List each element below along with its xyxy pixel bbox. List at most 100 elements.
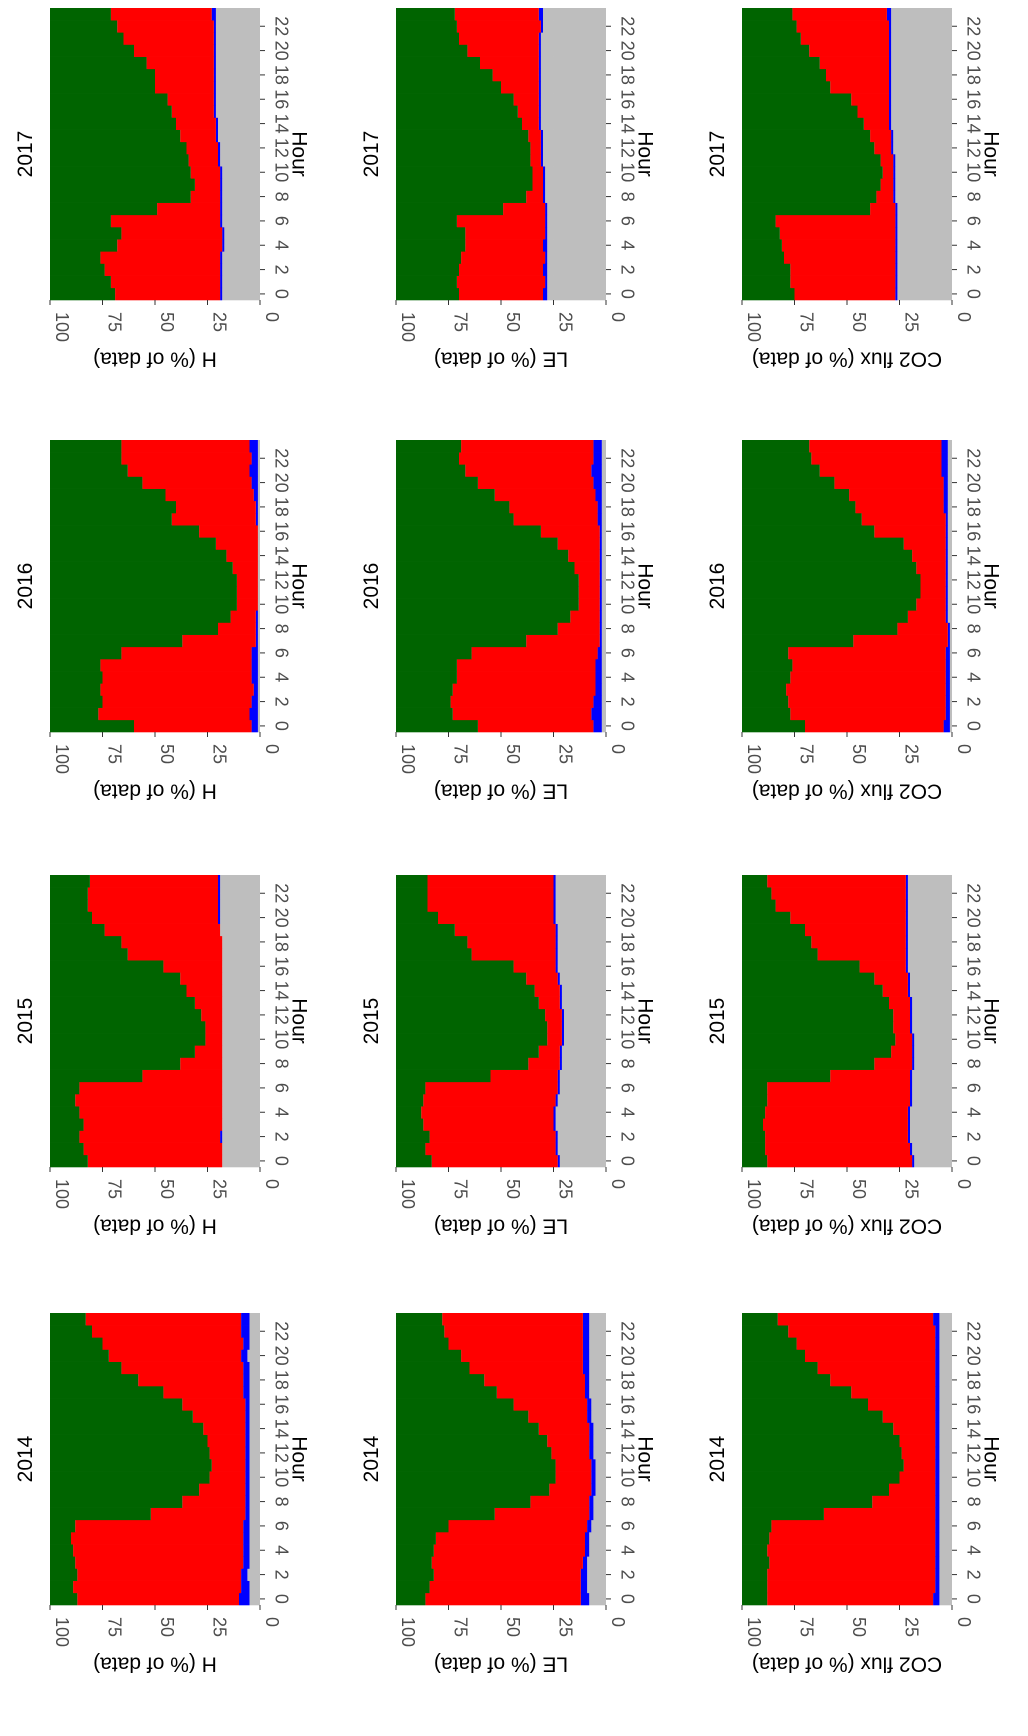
x-tick-label: 6 (617, 1083, 637, 1093)
x-tick-label: 22 (963, 448, 983, 468)
x-tick-label: 18 (271, 932, 291, 952)
y-tick-label: 0 (262, 744, 282, 754)
bar-segment-blue-hour-13 (559, 996, 562, 1010)
bar-segment-green-hour-7 (396, 1069, 491, 1083)
bar-segment-green-hour-8 (742, 622, 898, 635)
bar-segment-gray-hour-5 (224, 227, 260, 240)
bar-segment-red-hour-16 (182, 1398, 246, 1411)
bar-segment-green-hour-5 (396, 659, 457, 672)
bar-segment-red-hour-8 (557, 622, 600, 635)
bar-segment-green-hour-14 (50, 1422, 204, 1435)
bar-segment-gray-hour-9 (545, 178, 606, 191)
bar-segment-blue-hour-5 (243, 1532, 250, 1545)
bar-segment-gray-hour-7 (257, 634, 260, 648)
bar-segment-gray-hour-9 (914, 1045, 952, 1058)
bar-segment-green-hour-21 (742, 32, 801, 45)
bar-segment-red-hour-13 (547, 1434, 590, 1448)
x-axis-title: Hour (980, 563, 1003, 609)
bar-segment-green-hour-6 (396, 1519, 449, 1533)
x-tick-label: 12 (963, 1005, 983, 1025)
bar-segment-green-hour-16 (396, 93, 514, 106)
bar-segment-red-hour-9 (907, 610, 946, 623)
bar-segment-green-hour-21 (396, 1337, 449, 1350)
bar-segment-red-hour-7 (823, 1507, 936, 1521)
bar-segment-gray-hour-11 (222, 1021, 260, 1034)
bar-segment-blue-hour-12 (561, 1008, 564, 1022)
bar-segment-gray-hour-15 (910, 972, 952, 985)
bar-segment-green-hour-18 (396, 935, 468, 949)
bar-segment-gray-hour-10 (914, 1033, 952, 1046)
bar-segment-red-hour-22 (87, 887, 218, 900)
y-axis-title: CO2 flux (% of data) (752, 348, 942, 371)
bar-segment-gray-hour-19 (249, 1361, 260, 1375)
bar-segment-gray-hour-22 (257, 452, 260, 465)
bar-segment-green-hour-6 (742, 214, 776, 228)
bar-segment-blue-hour-16 (935, 1398, 940, 1411)
bar-segment-blue-hour-0 (239, 1592, 250, 1606)
bar-segment-red-hour-6 (79, 1081, 223, 1095)
bar-segment-green-hour-2 (742, 263, 791, 276)
x-tick-label: 10 (617, 1467, 637, 1487)
bar-segment-gray-hour-22 (215, 20, 260, 33)
bar-segment-green-hour-4 (742, 1544, 768, 1557)
bar-segment-blue-hour-0 (933, 1592, 940, 1606)
bar-segment-blue-hour-3 (595, 683, 602, 696)
bar-segment-green-hour-16 (742, 93, 852, 106)
bar-segment-green-hour-16 (50, 93, 168, 106)
bar-segment-green-hour-14 (396, 1422, 539, 1435)
bar-segment-blue-hour-11 (540, 154, 543, 167)
bar-segment-red-hour-19 (817, 1361, 936, 1375)
bar-segment-red-hour-4 (102, 671, 252, 684)
bar-segment-green-hour-20 (742, 1349, 805, 1362)
bar-segment-blue-hour-21 (582, 1337, 590, 1350)
bar-segment-gray-hour-14 (593, 1422, 606, 1435)
x-tick-label: 0 (271, 1594, 291, 1604)
bar-segment-green-hour-22 (742, 20, 797, 33)
x-tick-label: 20 (617, 41, 637, 61)
bar-segment-blue-hour-17 (945, 513, 948, 526)
bar-segment-green-hour-5 (50, 1094, 76, 1107)
bar-segment-green-hour-21 (50, 464, 128, 477)
bar-segment-blue-hour-10 (220, 166, 223, 179)
bar-segment-green-hour-1 (396, 1580, 430, 1594)
bar-segment-gray-hour-20 (601, 476, 606, 489)
bar-segment-gray-hour-0 (222, 287, 260, 301)
bar-segment-red-hour-18 (484, 1373, 585, 1387)
bar-segment-green-hour-17 (50, 81, 155, 94)
bar-segment-gray-hour-16 (557, 960, 606, 973)
bar-segment-gray-hour-22 (601, 452, 606, 465)
y-tick-label: 100 (52, 312, 72, 342)
bar-segment-green-hour-2 (396, 1130, 430, 1143)
bar-segment-gray-hour-14 (601, 549, 606, 562)
bar-segment-red-hour-20 (438, 911, 554, 924)
bar-segment-gray-hour-20 (555, 911, 606, 924)
bar-segment-green-hour-18 (50, 68, 155, 82)
bar-segment-red-hour-4 (79, 1106, 223, 1119)
bar-segment-green-hour-23 (742, 440, 810, 453)
bar-segment-red-hour-3 (786, 683, 946, 696)
bar-segment-red-hour-1 (767, 1580, 936, 1594)
x-tick-label: 4 (271, 672, 291, 682)
x-tick-label: 10 (617, 1029, 637, 1049)
bar-segment-green-hour-19 (742, 56, 820, 70)
x-tick-label: 20 (963, 908, 983, 928)
bar-segment-green-hour-20 (50, 44, 134, 57)
bar-segment-gray-hour-9 (561, 1045, 606, 1058)
bar-segment-red-hour-17 (127, 948, 223, 961)
bar-segment-red-hour-2 (790, 263, 896, 276)
x-tick-label: 20 (617, 908, 637, 928)
x-tick-label: 22 (963, 16, 983, 36)
bar-segment-blue-hour-22 (553, 887, 556, 900)
bar-segment-green-hour-10 (742, 1033, 896, 1046)
bar-segment-blue-hour-17 (255, 513, 258, 526)
bar-segment-green-hour-11 (396, 1021, 548, 1034)
bar-segment-blue-hour-6 (587, 1519, 592, 1533)
y-axis-title: LE (% of data) (434, 780, 568, 803)
bar-segment-gray-hour-8 (222, 190, 260, 203)
bar-segment-gray-hour-12 (220, 141, 260, 155)
bar-segment-green-hour-22 (50, 1325, 92, 1338)
bar-segment-gray-hour-10 (564, 1033, 606, 1046)
bar-segment-green-hour-3 (50, 1556, 76, 1569)
bar-segment-blue-hour-0 (593, 719, 602, 733)
bar-segment-red-hour-22 (811, 452, 942, 465)
